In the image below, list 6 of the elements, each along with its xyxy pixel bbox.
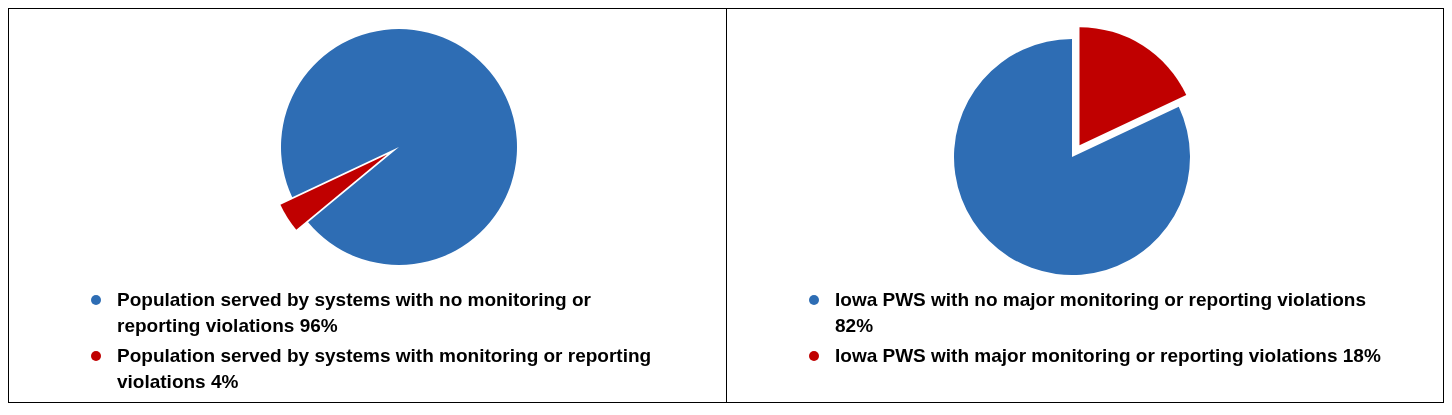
- data-label: 18%: [1342, 345, 1381, 366]
- data-label: 96%: [299, 315, 338, 336]
- data-label: 4%: [210, 371, 239, 392]
- data-label: 82%: [835, 315, 874, 336]
- legend-label: Iowa PWS with no major monitoring or reporting violations: [835, 289, 1366, 310]
- legend-label: Iowa PWS with major monitoring or reporting violations: [835, 345, 1338, 366]
